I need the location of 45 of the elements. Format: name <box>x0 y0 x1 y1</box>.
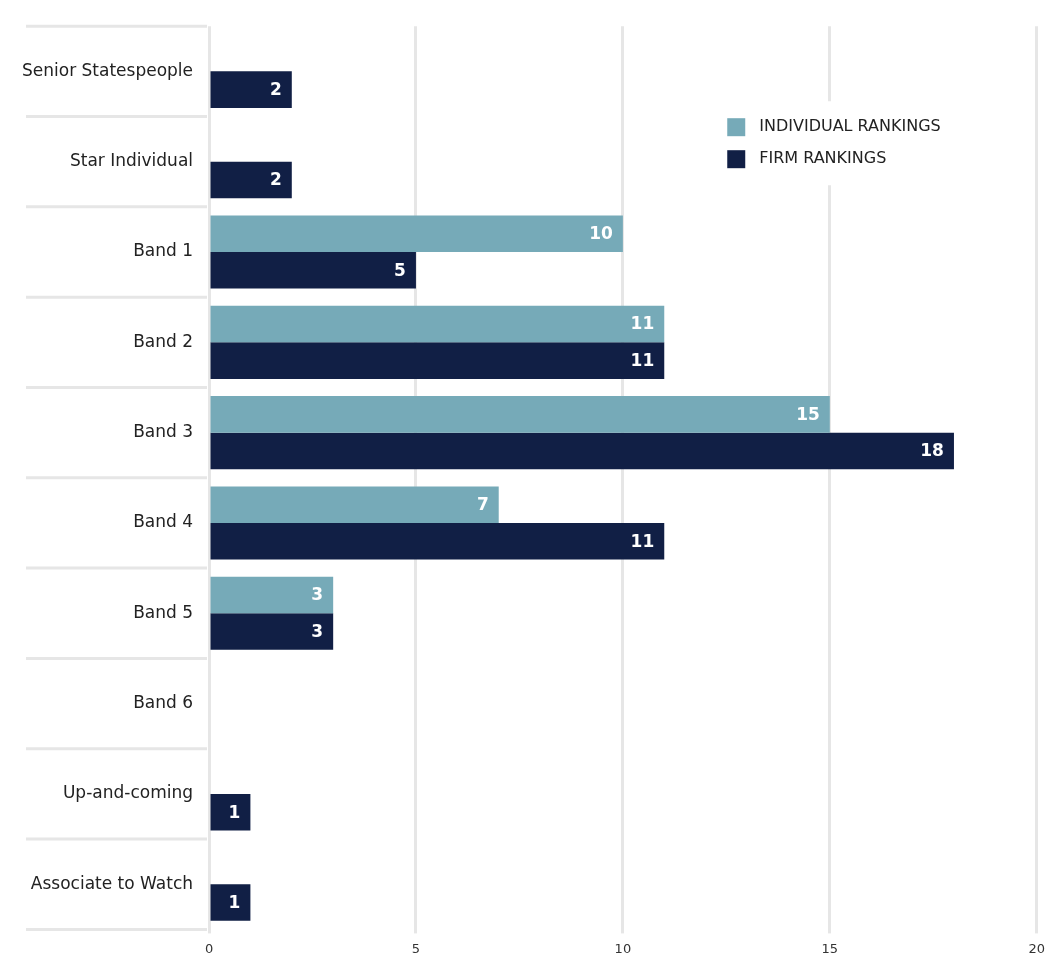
bar <box>210 71 292 108</box>
data-label: 7 <box>476 494 489 515</box>
x-tick-label: 10 <box>614 940 632 956</box>
bar <box>210 215 623 252</box>
y-tick-label: Up-and-coming <box>62 782 194 803</box>
bar <box>210 161 292 199</box>
data-label: 3 <box>311 620 324 641</box>
x-tick-label: 15 <box>821 940 839 956</box>
x-tick-label: 5 <box>411 940 421 956</box>
bar <box>210 305 665 343</box>
data-label: 2 <box>269 169 282 190</box>
bar <box>210 486 499 523</box>
legend-label: FIRM RANKINGS <box>759 148 887 168</box>
data-label: 5 <box>394 259 406 280</box>
data-label: 10 <box>589 223 614 244</box>
y-tick-label: Band 1 <box>133 240 194 261</box>
legend-label: INDIVIDUAL RANKINGS <box>759 116 941 136</box>
bar <box>210 884 251 921</box>
y-tick-label: Band 2 <box>133 330 194 351</box>
y-tick-label: Band 6 <box>133 692 194 713</box>
data-label: 18 <box>920 440 944 461</box>
data-label: 1 <box>228 801 241 822</box>
y-tick-label: Senior Statespeople <box>21 59 194 80</box>
y-tick-label: Star Individual <box>69 150 194 171</box>
y-tick-label: Band 5 <box>133 601 194 622</box>
bar <box>210 793 251 831</box>
bar <box>210 342 665 379</box>
bar <box>210 613 334 650</box>
data-label: 15 <box>796 403 820 424</box>
y-tick-label: Band 3 <box>133 421 194 442</box>
bar <box>210 432 954 470</box>
data-label: 2 <box>269 79 282 100</box>
bar <box>210 522 665 560</box>
bar <box>210 396 830 433</box>
data-label: 1 <box>228 891 241 912</box>
y-tick-label: Associate to Watch <box>30 872 194 893</box>
x-tick-label: 20 <box>1028 940 1045 956</box>
data-label: 11 <box>630 350 655 371</box>
y-tick-label: Band 4 <box>133 511 194 532</box>
bar <box>210 252 416 289</box>
x-tick-label: 0 <box>204 940 214 956</box>
data-label: 3 <box>311 584 324 605</box>
data-label: 11 <box>630 313 655 334</box>
data-label: 11 <box>630 530 655 551</box>
bar <box>210 576 334 614</box>
